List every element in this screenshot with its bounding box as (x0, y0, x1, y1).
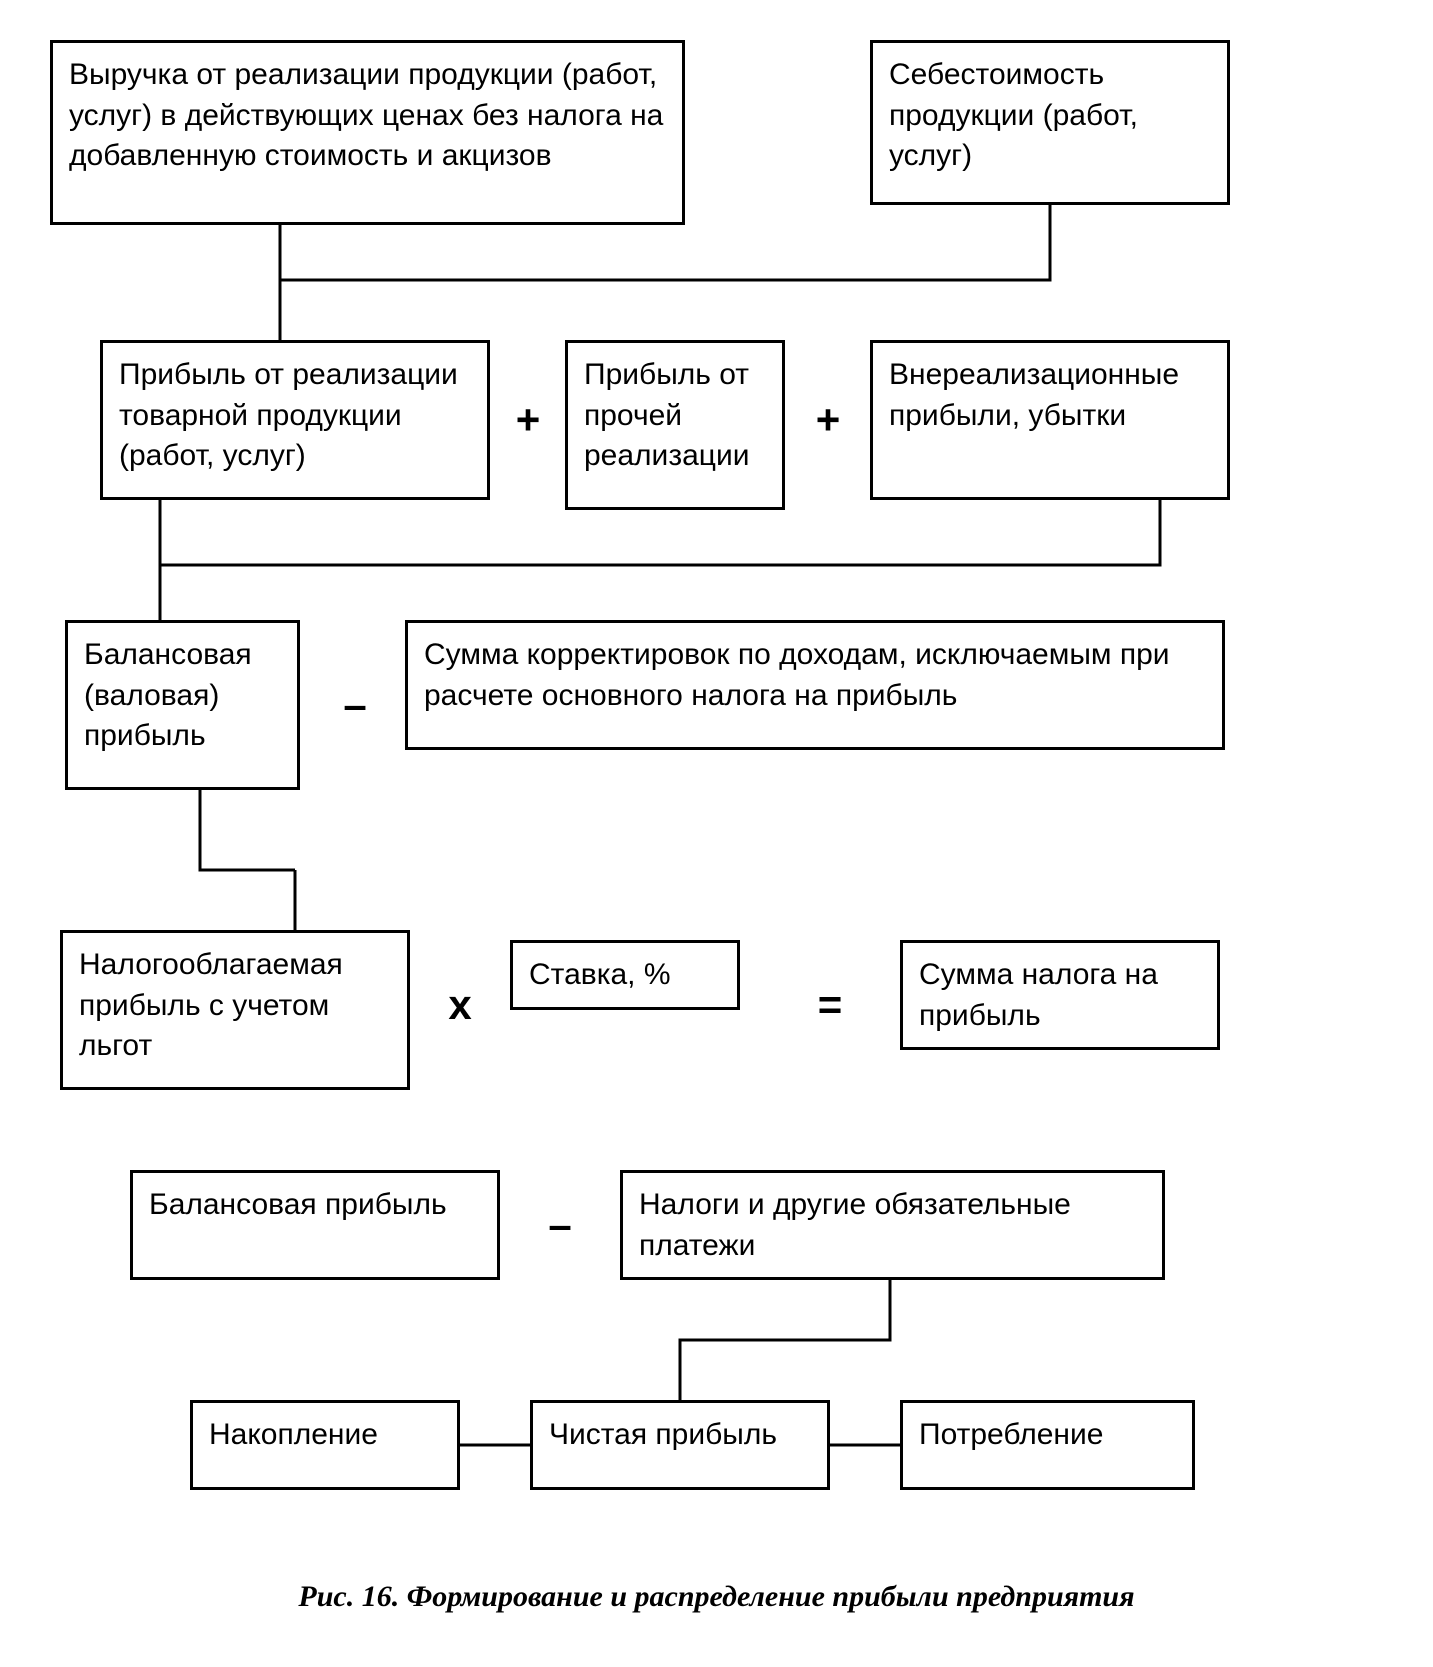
node-rate: Ставка, % (510, 940, 740, 1010)
node-mandatory-payments: Налоги и другие обязательные платежи (620, 1170, 1165, 1280)
operator-multiply: x (448, 981, 471, 1029)
node-revenue: Выручка от реализации продукции (работ, … (50, 40, 685, 225)
operator-minus-2: – (548, 1201, 571, 1249)
operator-equals: = (818, 981, 843, 1029)
node-balance-profit: Балансовая (валовая) прибыль (65, 620, 300, 790)
flowchart-canvas: Выручка от реализации продукции (работ, … (0, 0, 1433, 1667)
node-tax-amount: Сумма налога на прибыль (900, 940, 1220, 1050)
node-cost: Себестоимость продукции (работ, услуг) (870, 40, 1230, 205)
operator-minus-1: – (343, 681, 366, 729)
figure-caption: Рис. 16. Формирование и распределение пр… (0, 1580, 1433, 1614)
node-profit-other: Прибыль от прочей реализации (565, 340, 785, 510)
node-accumulation: Накопление (190, 1400, 460, 1490)
node-consumption: Потребление (900, 1400, 1195, 1490)
node-adjustments: Сумма корректировок по доходам, исключае… (405, 620, 1225, 750)
node-net-profit: Чистая прибыль (530, 1400, 830, 1490)
node-balance-profit-2: Балансовая прибыль (130, 1170, 500, 1280)
operator-plus-2: + (816, 396, 841, 444)
node-nonoperating: Внереализационные прибыли, убытки (870, 340, 1230, 500)
operator-plus-1: + (516, 396, 541, 444)
node-profit-sales: Прибыль от реализации товарной продукции… (100, 340, 490, 500)
node-taxable-profit: Налогооблагаемая прибыль с учетом льгот (60, 930, 410, 1090)
